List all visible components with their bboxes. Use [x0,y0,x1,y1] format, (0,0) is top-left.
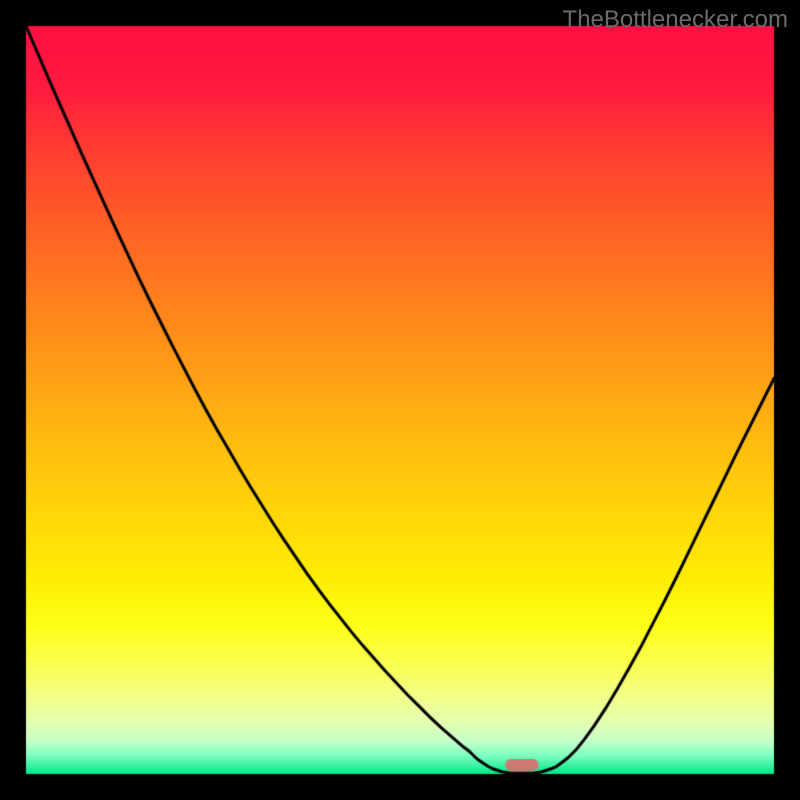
bottleneck-chart [0,0,800,800]
